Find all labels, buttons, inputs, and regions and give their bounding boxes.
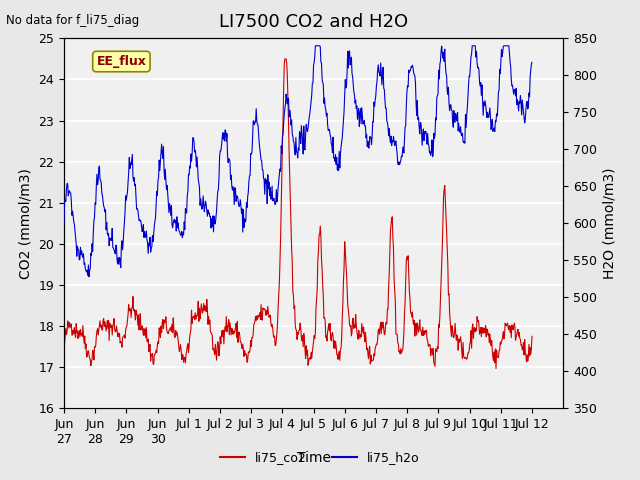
Legend: li75_co2, li75_h2o: li75_co2, li75_h2o xyxy=(215,446,425,469)
Text: EE_flux: EE_flux xyxy=(97,55,147,68)
Y-axis label: H2O (mmol/m3): H2O (mmol/m3) xyxy=(602,168,616,279)
Y-axis label: CO2 (mmol/m3): CO2 (mmol/m3) xyxy=(19,168,33,278)
X-axis label: Time: Time xyxy=(296,451,331,465)
Text: No data for f_li75_diag: No data for f_li75_diag xyxy=(6,14,140,27)
Title: LI7500 CO2 and H2O: LI7500 CO2 and H2O xyxy=(219,13,408,31)
